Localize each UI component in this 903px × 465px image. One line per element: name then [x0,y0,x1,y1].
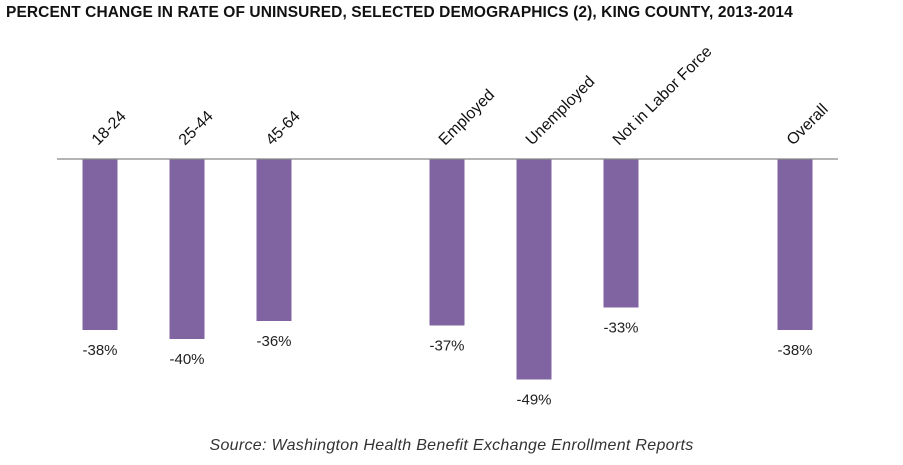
bar-not-in-labor-force [603,159,639,308]
value-label-not-in-labor-force: -33% [603,320,638,337]
category-labels-group: 18-24 25-44 45-64 Employed Unemployed Not in … [89,43,832,149]
category-label-18-24: 18-24 [89,108,130,149]
bar-18-24 [82,159,118,330]
value-label-overall: -38% [777,342,812,359]
value-label-employed: -37% [429,338,464,355]
value-label-18-24: -38% [82,342,117,359]
value-label-unemployed: -49% [516,392,551,409]
bar-45-64 [256,159,292,321]
chart-source: Source: Washington Health Benefit Exchan… [209,437,694,454]
value-label-45-64: -36% [256,333,291,350]
bar-25-44 [169,159,205,339]
chart-title: PERCENT CHANGE IN RATE OF UNINSURED, SEL… [6,4,793,21]
category-label-employed: Employed [436,86,498,148]
bar-employed [429,159,465,326]
category-label-not-in-labor-force: Not in Labor Force [610,43,716,149]
value-labels-group: -38% -40% -36% -37% -49% -33% -38% [82,320,812,409]
value-label-25-44: -40% [169,351,204,368]
category-label-45-64: 45-64 [263,108,304,149]
category-label-unemployed: Unemployed [523,73,599,149]
bars-group [82,159,813,380]
category-label-overall: Overall [784,101,832,149]
bar-overall [777,159,813,330]
bar-unemployed [516,159,552,380]
category-label-25-44: 25-44 [176,108,217,149]
